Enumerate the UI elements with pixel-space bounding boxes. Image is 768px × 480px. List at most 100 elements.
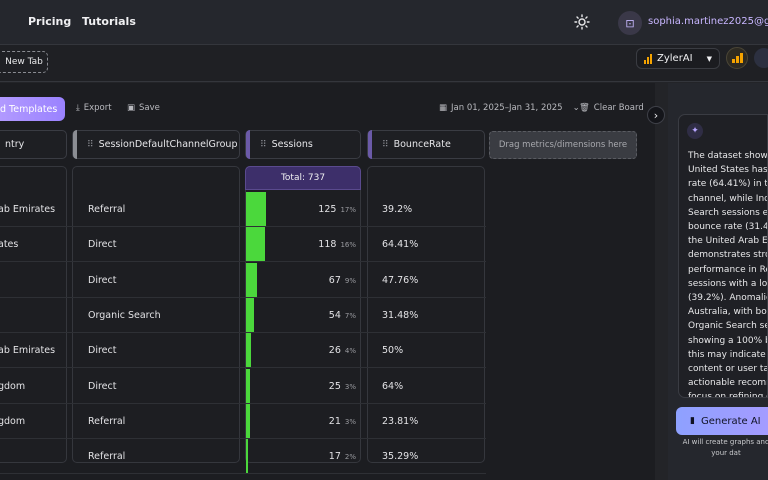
sessions-cell: 21 3%	[329, 416, 356, 427]
clear-board-label: Clear Board	[593, 103, 644, 113]
channel-cell: Organic Search	[88, 310, 161, 321]
trash-icon: 🗑	[579, 103, 590, 113]
column-body-channel	[72, 166, 240, 463]
row-divider	[0, 438, 486, 439]
sessions-percent: 7%	[344, 312, 356, 320]
sessions-total-badge: Total: 737	[245, 166, 361, 190]
date-range-picker[interactable]: ▦ Jan 01, 2025–Jan 31, 2025 ⌄	[439, 103, 580, 113]
bouncerate-cell: 64.41%	[382, 239, 419, 250]
sessions-value: 21	[328, 416, 341, 427]
sessions-bar	[246, 404, 250, 438]
chevron-down-icon: ⌄	[572, 103, 580, 113]
channel-cell: Referral	[88, 416, 126, 427]
channel-cell: Direct	[88, 381, 117, 392]
column-label: BounceRate	[393, 139, 451, 150]
channel-cell: Referral	[88, 204, 126, 215]
export-button[interactable]: ⤓ Export	[76, 103, 112, 113]
country-cell: ab Emirates	[0, 204, 56, 215]
column-body-sessions	[245, 166, 361, 463]
sessions-cell: 54 7%	[329, 310, 356, 321]
row-divider	[0, 261, 486, 262]
generate-ai-label: Generate AI	[700, 415, 761, 427]
sessions-bar	[246, 439, 248, 473]
generate-ai-button[interactable]: ▮ Generate AI	[676, 407, 768, 435]
column-header-country[interactable]: ntry	[0, 130, 67, 159]
extra-icon-button[interactable]	[754, 48, 768, 68]
new-tab-button[interactable]: New Tab	[0, 51, 48, 73]
chart-icon: ▮	[690, 416, 695, 426]
column-header-channel[interactable]: ⠿ SessionDefaultChannelGroup	[72, 130, 240, 159]
sessions-percent: 4%	[344, 347, 356, 355]
sessions-percent: 2%	[344, 453, 356, 461]
drag-grip-icon[interactable]: ⠿	[87, 139, 94, 150]
column-label: ntry	[5, 139, 25, 150]
row-divider	[0, 226, 486, 227]
templates-button[interactable]: d Templates	[0, 97, 65, 121]
sessions-percent: 3%	[344, 418, 356, 426]
export-label: Export	[83, 103, 112, 113]
sessions-value: 67	[328, 275, 341, 286]
sessions-value: 125	[318, 204, 337, 215]
sparkle-icon: ✦	[687, 123, 703, 139]
sessions-bar	[246, 333, 251, 367]
ai-note: AI will create graphs and your dat	[682, 438, 768, 457]
bouncerate-cell: 35.29%	[382, 451, 419, 462]
drag-handle-bar	[368, 130, 372, 159]
analytics-icon-button[interactable]	[726, 47, 748, 69]
chevron-down-icon: ▼	[706, 54, 712, 63]
robot-icon[interactable]: ⊡	[618, 11, 642, 35]
ai-insight-text: The dataset shows t United States has a …	[688, 151, 768, 398]
ai-model-label: ZylerAI	[657, 53, 693, 64]
sessions-cell: 25 3%	[329, 381, 356, 392]
sessions-bar	[246, 369, 250, 403]
row-divider	[0, 367, 486, 368]
sessions-bar	[246, 263, 257, 297]
country-cell: gdom	[0, 416, 26, 427]
row-divider	[0, 473, 486, 474]
theme-toggle-sun-icon[interactable]	[574, 14, 590, 30]
row-divider	[0, 332, 486, 333]
sessions-percent: 3%	[344, 383, 356, 391]
sessions-cell: 118 16%	[318, 239, 356, 250]
channel-cell: Direct	[88, 275, 117, 286]
clear-board-button[interactable]: 🗑 Clear Board	[579, 103, 644, 113]
column-header-bouncerate[interactable]: ⠿ BounceRate	[367, 130, 485, 159]
sessions-value: 25	[328, 381, 341, 392]
bouncerate-cell: 39.2%	[382, 204, 413, 215]
column-header-sessions[interactable]: ⠿ Sessions	[245, 130, 361, 159]
drag-grip-icon[interactable]: ⠿	[260, 139, 267, 150]
channel-cell: Direct	[88, 239, 117, 250]
bouncerate-cell: 47.76%	[382, 275, 419, 286]
row-divider	[0, 297, 486, 298]
channel-cell: Direct	[88, 345, 117, 356]
column-label: SessionDefaultChannelGroup	[98, 139, 238, 150]
ai-insight-card: ✦ The dataset shows t United States has …	[678, 114, 768, 398]
date-range-label: Jan 01, 2025–Jan 31, 2025	[451, 103, 563, 113]
column-body-country	[0, 166, 67, 463]
bouncerate-cell: 23.81%	[382, 416, 419, 427]
metric-drop-zone[interactable]: Drag metrics/dimensions here	[489, 131, 637, 159]
country-cell: ab Emirates	[0, 345, 56, 356]
sessions-cell: 67 9%	[329, 275, 356, 286]
sessions-bar	[246, 227, 265, 261]
sessions-value: 26	[328, 345, 341, 356]
nav-tutorials-link[interactable]: Tutorials	[82, 15, 136, 28]
user-email[interactable]: sophia.martinez2025@g	[648, 16, 768, 27]
ai-model-selector[interactable]: ZylerAI ▼	[636, 48, 720, 69]
bouncerate-cell: 50%	[382, 345, 404, 356]
sessions-bar	[246, 298, 254, 332]
bouncerate-cell: 31.48%	[382, 310, 419, 321]
nav-pricing-link[interactable]: Pricing	[28, 15, 72, 28]
column-label: Sessions	[271, 139, 313, 150]
sessions-value: 17	[328, 451, 341, 462]
save-button[interactable]: ▣ Save	[127, 103, 160, 113]
channel-cell: Referral	[88, 451, 126, 462]
sessions-value: 118	[318, 239, 337, 250]
drag-grip-icon[interactable]: ⠿	[382, 139, 389, 150]
sessions-cell: 26 4%	[329, 345, 356, 356]
drag-handle-bar	[73, 130, 77, 159]
collapse-panel-chevron-icon[interactable]: ›	[647, 106, 665, 124]
drag-handle-bar	[246, 130, 250, 159]
sessions-cell: 17 2%	[329, 451, 356, 462]
bouncerate-cell: 64%	[382, 381, 404, 392]
